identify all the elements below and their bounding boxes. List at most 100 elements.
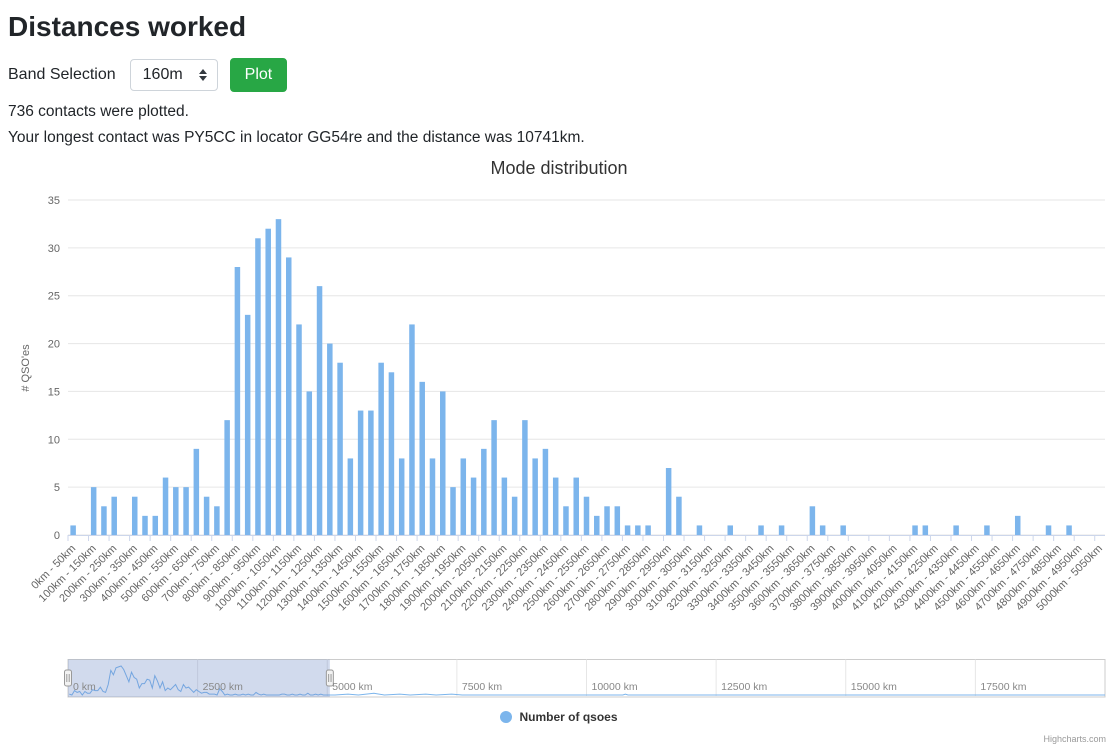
y-axis-tick-label: 15 [48,387,60,399]
histogram-bar[interactable] [173,487,179,536]
histogram-bar[interactable] [142,516,148,536]
histogram-bar[interactable] [1014,516,1021,536]
histogram-bar[interactable] [645,525,651,536]
histogram-bar[interactable] [819,525,826,536]
histogram-bar[interactable] [511,497,518,536]
histogram-bar[interactable] [398,458,405,536]
page-title: Distances worked [8,11,247,42]
chart-title: Mode distribution [490,158,628,179]
histogram-bar[interactable] [388,372,395,536]
histogram-bar[interactable] [501,478,508,536]
histogram-bar[interactable] [203,497,210,536]
band-selection-label: Band Selection [8,65,116,83]
highcharts-credit[interactable]: Highcharts.com [1043,734,1106,745]
histogram-bar[interactable] [152,516,159,536]
histogram-bar[interactable] [378,363,384,536]
caret-up-icon [198,68,207,74]
histogram-bar[interactable] [419,382,425,536]
histogram-bar[interactable] [70,525,76,536]
histogram-bar[interactable] [224,420,230,536]
band-controls: Band Selection 160m Plot [8,57,1118,92]
histogram-bar[interactable] [552,478,559,536]
histogram-bar[interactable] [255,238,261,536]
histogram-bar[interactable] [101,506,107,536]
histogram-bar[interactable] [532,458,538,536]
legend[interactable]: Number of qsoes [0,710,1118,724]
histogram-bar[interactable] [327,344,333,536]
plot-button[interactable]: Plot [229,57,288,92]
y-axis-tick-label: 20 [48,339,60,351]
histogram-bar[interactable] [357,411,364,536]
histogram-bar[interactable] [665,468,672,536]
histogram-bar[interactable] [429,458,436,536]
distance-chart: Mode distribution # QSO'es 0 5 10 15 20 25 30 3… [0,153,1118,755]
navigator-axis-label: 15000 km [851,681,897,693]
histogram-bar[interactable] [676,497,682,536]
histogram-bar[interactable] [624,525,631,536]
histogram-bar[interactable] [440,391,446,536]
histogram-bar[interactable] [131,497,138,536]
histogram-bar[interactable] [193,449,200,536]
histogram-bar[interactable] [296,324,302,536]
histogram-bar[interactable] [368,411,374,536]
histogram-bar[interactable] [809,506,816,536]
histogram-bar[interactable] [265,229,271,536]
histogram-bar[interactable] [840,525,846,536]
histogram-bar[interactable] [316,286,323,536]
histogram-bar[interactable] [1066,525,1072,536]
navigator-selection[interactable] [68,659,330,698]
histogram-bar[interactable] [563,506,569,536]
y-axis-tick-label: 25 [48,291,60,303]
navigator-handle[interactable] [64,669,72,687]
longest-contact-summary: Your longest contact was PY5CC in locato… [8,128,585,146]
histogram-bar[interactable] [922,525,929,536]
histogram-bar[interactable] [604,506,610,536]
histogram-bar[interactable] [275,219,282,536]
histogram-bar[interactable] [635,525,641,536]
y-axis-tick-label: 5 [54,483,60,495]
band-select[interactable]: 160m [129,58,218,91]
y-axis-tick-label: 0 [54,530,60,542]
histogram-bar[interactable] [90,487,97,536]
y-axis-tick-label: 30 [48,243,60,255]
chart-navigator[interactable]: 0 km 2500 km 5000 km 7500 km 10000 km 12500 k… [0,659,1118,701]
histogram-bar[interactable] [614,506,621,536]
histogram-bar[interactable] [162,478,169,536]
histogram-bar[interactable] [1045,525,1052,536]
histogram-bar[interactable] [347,458,354,536]
histogram-bar[interactable] [542,449,549,536]
histogram-bar[interactable] [984,525,990,536]
y-axis-tick-label: 35 [48,195,60,207]
navigator-axis-label: 17500 km [980,681,1026,693]
histogram-bar[interactable] [778,525,785,536]
histogram-bar[interactable] [491,420,497,536]
navigator-axis-label: 0 km [73,681,96,693]
histogram-bar[interactable] [953,525,959,536]
histogram-bar[interactable] [450,487,456,536]
histogram-bar[interactable] [573,478,579,536]
navigator-handle[interactable] [325,669,334,687]
histogram-bar[interactable] [111,497,117,536]
histogram-bar[interactable] [727,525,733,536]
histogram-bar[interactable] [244,315,251,536]
legend-marker-icon [500,711,513,724]
histogram-bar[interactable] [696,525,703,536]
histogram-bar[interactable] [758,525,764,536]
histogram-bar[interactable] [409,324,415,536]
histogram-bar[interactable] [183,487,189,536]
histogram-bar[interactable] [594,516,600,536]
histogram-bar[interactable] [522,420,528,536]
histogram-bar[interactable] [337,363,343,536]
histogram-bar[interactable] [286,257,292,536]
histogram-bar[interactable] [234,267,241,536]
histogram-bar[interactable] [460,458,467,536]
histogram-bar[interactable] [912,525,918,536]
histogram-bar[interactable] [470,478,477,536]
histogram-bar[interactable] [583,497,590,536]
histogram-bar[interactable] [481,449,487,536]
histogram-bar[interactable] [306,391,313,536]
histogram-bar[interactable] [214,506,220,536]
contacts-summary: 736 contacts were plotted. [8,102,189,120]
